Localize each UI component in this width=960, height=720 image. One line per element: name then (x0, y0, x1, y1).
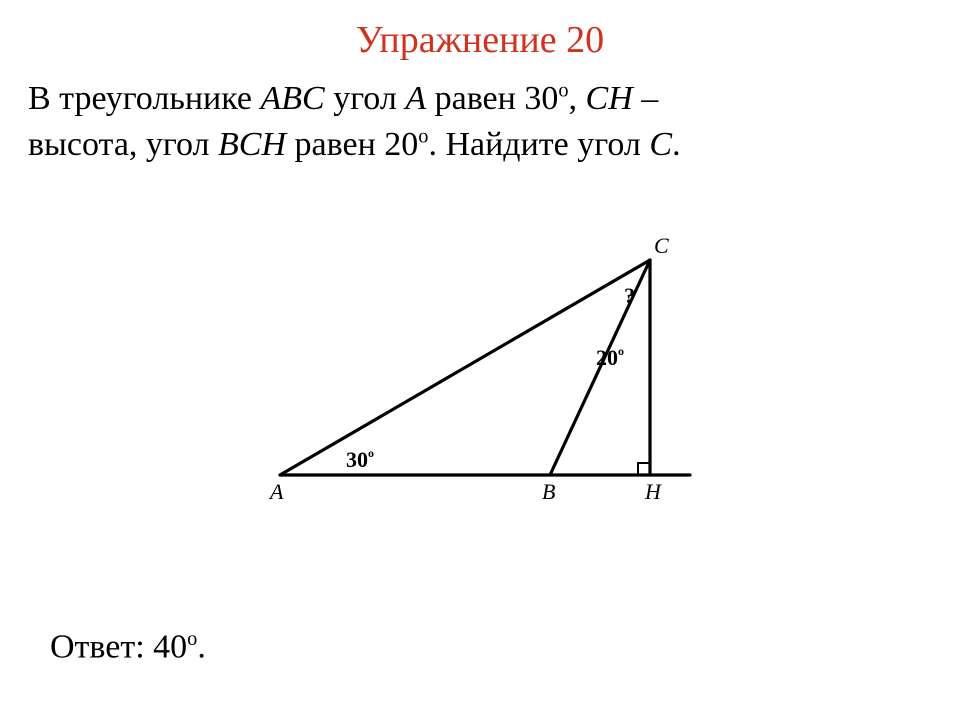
answer-line: Ответ: 40о. (50, 628, 206, 666)
exercise-title: Упражнение 20 (0, 18, 960, 62)
problem-text-7: равен 20 (286, 126, 418, 163)
label-bch: BCH (218, 126, 286, 163)
title-text: Упражнение 20 (356, 19, 604, 61)
problem-text-3: равен 30 (426, 80, 558, 117)
problem-text-6: высота, угол (28, 126, 218, 163)
label-c: C (649, 126, 672, 163)
svg-text:30o: 30o (346, 446, 374, 472)
answer-degree: о (187, 628, 197, 650)
answer-period: . (197, 628, 206, 665)
degree-1: о (558, 80, 568, 102)
problem-text-8: . Найдите угол (428, 126, 649, 163)
svg-text:C: C (654, 233, 669, 258)
degree-2: о (418, 126, 428, 148)
svg-text:20o: 20o (596, 344, 624, 370)
svg-text:A: A (268, 479, 284, 504)
label-a: A (405, 80, 426, 117)
label-ch: CH (586, 80, 633, 117)
triangle-diagram: A B H C 30o 20o? (260, 215, 720, 515)
problem-text-1: В треугольнике (28, 80, 260, 117)
diagram-svg: A B H C 30o 20o? (260, 215, 720, 515)
problem-text-2: угол (325, 80, 406, 117)
svg-text:H: H (644, 479, 662, 504)
answer-value: 40 (153, 628, 187, 665)
label-abc: ABC (260, 80, 324, 117)
answer-label: Ответ: (50, 628, 153, 665)
svg-text:?: ? (624, 283, 635, 308)
svg-text:B: B (542, 479, 555, 504)
problem-text-9: . (672, 126, 681, 163)
slide: Упражнение 20 В треугольнике ABC угол A … (0, 0, 960, 720)
problem-text-5: – (633, 80, 659, 117)
problem-text-4: , (569, 80, 586, 117)
problem-statement: В треугольнике ABC угол A равен 30о, CH … (28, 76, 900, 168)
